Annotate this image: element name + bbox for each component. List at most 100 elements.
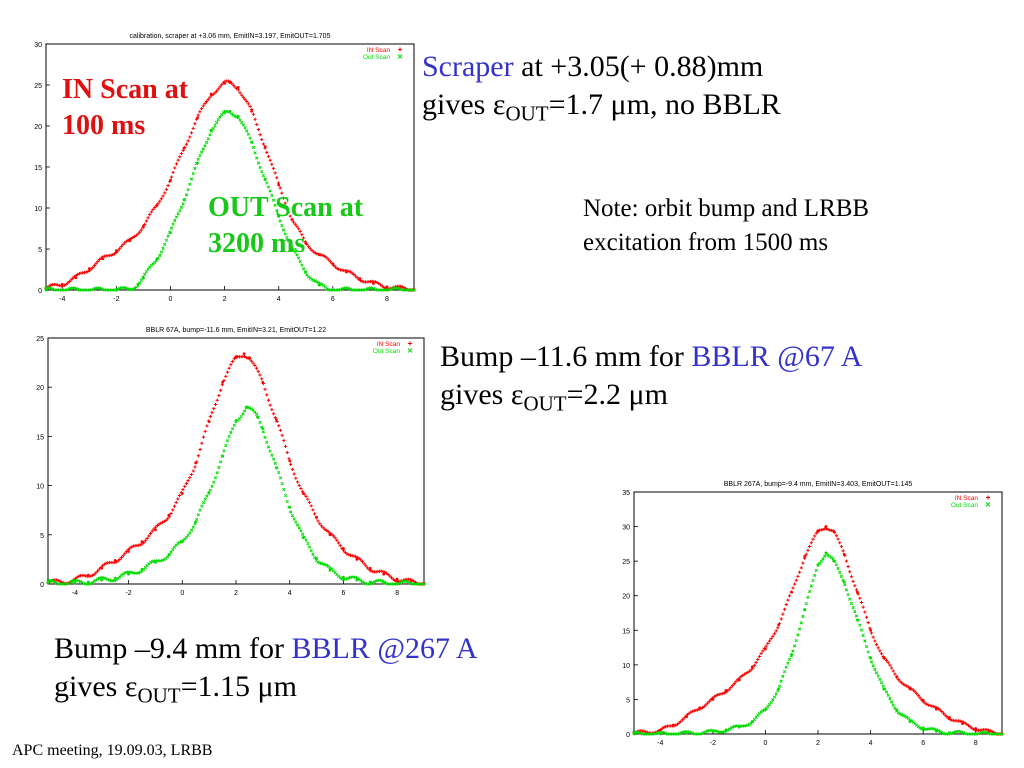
- legend-marker: [408, 341, 412, 346]
- data-point: [685, 715, 688, 719]
- data-point: [750, 665, 754, 669]
- data-point: [328, 568, 332, 572]
- x-tick-label: 6: [331, 296, 335, 303]
- y-tick-label: 20: [36, 385, 44, 392]
- data-point: [113, 558, 117, 562]
- data-point: [274, 418, 278, 422]
- data-point: [974, 727, 978, 730]
- x-tick-label: 2: [816, 740, 820, 747]
- x-tick-label: 0: [763, 740, 767, 747]
- data-point: [234, 419, 238, 423]
- x-tick-label: 6: [921, 740, 925, 747]
- data-point: [113, 576, 117, 580]
- data-point: [724, 689, 728, 692]
- data-point: [344, 270, 348, 274]
- data-point: [290, 218, 294, 221]
- data-point: [228, 109, 232, 113]
- bump-267a-description: Bump –9.4 mm for BBLR @267 A gives εOUT=…: [54, 630, 478, 714]
- data-point: [261, 380, 265, 384]
- scraper-line1: Scraper at +3.05(+ 0.88)mm: [422, 48, 781, 86]
- data-point: [934, 707, 938, 711]
- data-point: [73, 581, 77, 585]
- data-point: [856, 590, 859, 594]
- x-tick-label: -4: [72, 590, 78, 597]
- data-point: [228, 81, 232, 84]
- y-tick-label: 35: [622, 490, 630, 497]
- legend-label: Out Scan: [951, 502, 978, 509]
- legend-label: Out Scan: [363, 54, 390, 61]
- data-point: [167, 513, 171, 517]
- data-point: [724, 728, 728, 732]
- data-point: [764, 647, 767, 651]
- bump-67a-bblr: BBLR @67 A: [691, 340, 863, 373]
- y-tick-label: 25: [36, 336, 44, 343]
- data-point: [74, 276, 78, 280]
- data-point: [60, 282, 64, 286]
- data-point: [86, 573, 90, 577]
- data-point: [263, 145, 267, 148]
- y-tick-label: 25: [622, 559, 630, 566]
- data-point: [169, 178, 172, 182]
- data-point: [207, 420, 211, 424]
- data-point: [803, 608, 807, 611]
- out-scan-series: [44, 109, 416, 292]
- data-point: [824, 525, 828, 528]
- note-line1: Note: orbit bump and LRBB: [583, 195, 870, 222]
- data-point: [101, 257, 105, 261]
- data-point: [842, 580, 846, 584]
- data-point: [290, 247, 294, 251]
- data-point: [288, 459, 292, 463]
- data-point: [908, 687, 912, 691]
- bump-267a-bblr: BBLR @267 A: [291, 632, 478, 665]
- data-point: [382, 572, 386, 576]
- data-point: [711, 698, 715, 701]
- data-point: [790, 653, 794, 656]
- y-tick-label: 30: [622, 525, 630, 532]
- data-point: [128, 287, 132, 291]
- bump-67a-line1: Bump –11.6 mm for BBLR @67 A: [440, 338, 862, 376]
- bump-67a-sub: OUT: [523, 391, 567, 416]
- y-tick-label: 5: [40, 533, 44, 540]
- data-point: [948, 731, 951, 735]
- data-point: [180, 492, 184, 495]
- x-tick-label: 2: [223, 296, 227, 303]
- data-point: [142, 224, 145, 228]
- data-point: [155, 204, 159, 207]
- data-point: [832, 530, 836, 533]
- footer-text: APC meeting, 19.09.03, LRBB: [12, 742, 213, 759]
- y-tick-label: 15: [622, 628, 630, 635]
- data-point: [140, 567, 144, 571]
- x-tick-label: 8: [385, 296, 389, 303]
- data-point: [882, 656, 886, 660]
- data-point: [207, 491, 211, 494]
- data-point: [832, 559, 836, 563]
- calibration-chart-svg: calibration, scraper at +3.06 mm, EmitIN…: [34, 33, 416, 303]
- data-point: [816, 530, 820, 533]
- y-tick-label: 15: [34, 165, 42, 172]
- data-point: [128, 239, 132, 243]
- x-tick-label: -4: [59, 296, 65, 303]
- legend-label: IN Scan: [377, 341, 401, 348]
- data-point: [842, 552, 846, 556]
- data-point: [658, 732, 662, 736]
- data-point: [234, 356, 238, 360]
- data-point: [315, 515, 318, 519]
- legend-label: IN Scan: [367, 47, 391, 54]
- y-tick-label: 25: [34, 83, 42, 90]
- in-scan-annotation-line1: IN Scan at: [62, 74, 189, 105]
- data-point: [395, 582, 399, 585]
- data-point: [127, 550, 130, 553]
- plot-frame: [47, 337, 425, 585]
- data-point: [277, 214, 281, 218]
- chart-title: BBLR 267A, bump=-9.4 mm, EmitIN=3.403, E…: [724, 481, 913, 488]
- chart-title: BBLR 67A, bump=-11.6 mm, EmitIN=3.21, Em…: [146, 327, 326, 334]
- data-point: [711, 730, 715, 734]
- y-tick-label: 10: [34, 206, 42, 213]
- data-point: [895, 675, 899, 679]
- y-tick-label: 5: [38, 247, 42, 254]
- out-scan-annotation: OUT Scan at 3200 ms: [208, 190, 363, 262]
- data-point: [342, 547, 345, 550]
- bump-67a-gives: gives ε: [440, 378, 524, 411]
- y-tick-label: 30: [34, 42, 42, 49]
- out-scan-series: [632, 551, 1004, 736]
